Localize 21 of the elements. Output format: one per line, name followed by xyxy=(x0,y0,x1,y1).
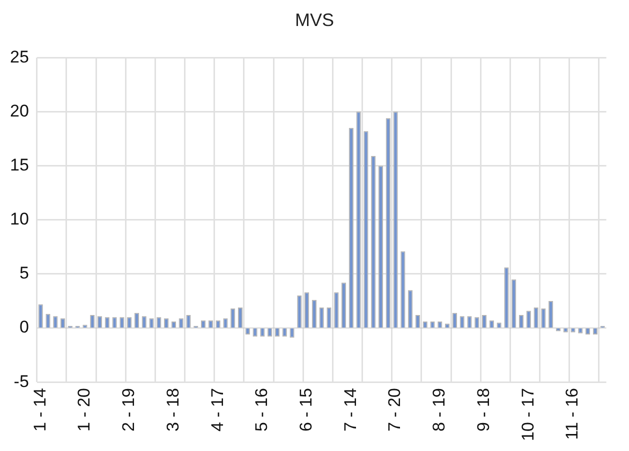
y-tick-label: -5 xyxy=(14,372,29,391)
x-tick-label: 3 - 18 xyxy=(163,388,182,432)
x-tick-label: 6 - 15 xyxy=(296,388,316,432)
y-tick-label: 10 xyxy=(10,210,29,229)
x-tick-label: 9 - 18 xyxy=(474,388,493,432)
y-tick-label: 25 xyxy=(10,47,29,66)
x-tick-label: 4 - 17 xyxy=(208,388,227,432)
x-tick-label: 1 - 14 xyxy=(30,388,50,432)
x-tick-label: 11 - 16 xyxy=(562,388,582,440)
y-tick-label: 0 xyxy=(19,318,29,337)
x-tick-label: 5 - 16 xyxy=(252,388,272,432)
y-tick-label: 20 xyxy=(10,101,29,120)
x-tick-label: 2 - 19 xyxy=(119,388,138,432)
x-tick-label: 7 - 20 xyxy=(385,388,404,432)
x-tick-label: 1 - 20 xyxy=(74,388,94,432)
y-tick-label: 5 xyxy=(19,264,29,283)
chart-title: MVS xyxy=(294,10,334,30)
y-tick-label: 15 xyxy=(10,155,29,174)
x-tick-label: 8 - 19 xyxy=(430,388,449,432)
x-tick-label: 7 - 14 xyxy=(340,388,360,432)
x-tick-label: 10 - 17 xyxy=(518,388,538,442)
